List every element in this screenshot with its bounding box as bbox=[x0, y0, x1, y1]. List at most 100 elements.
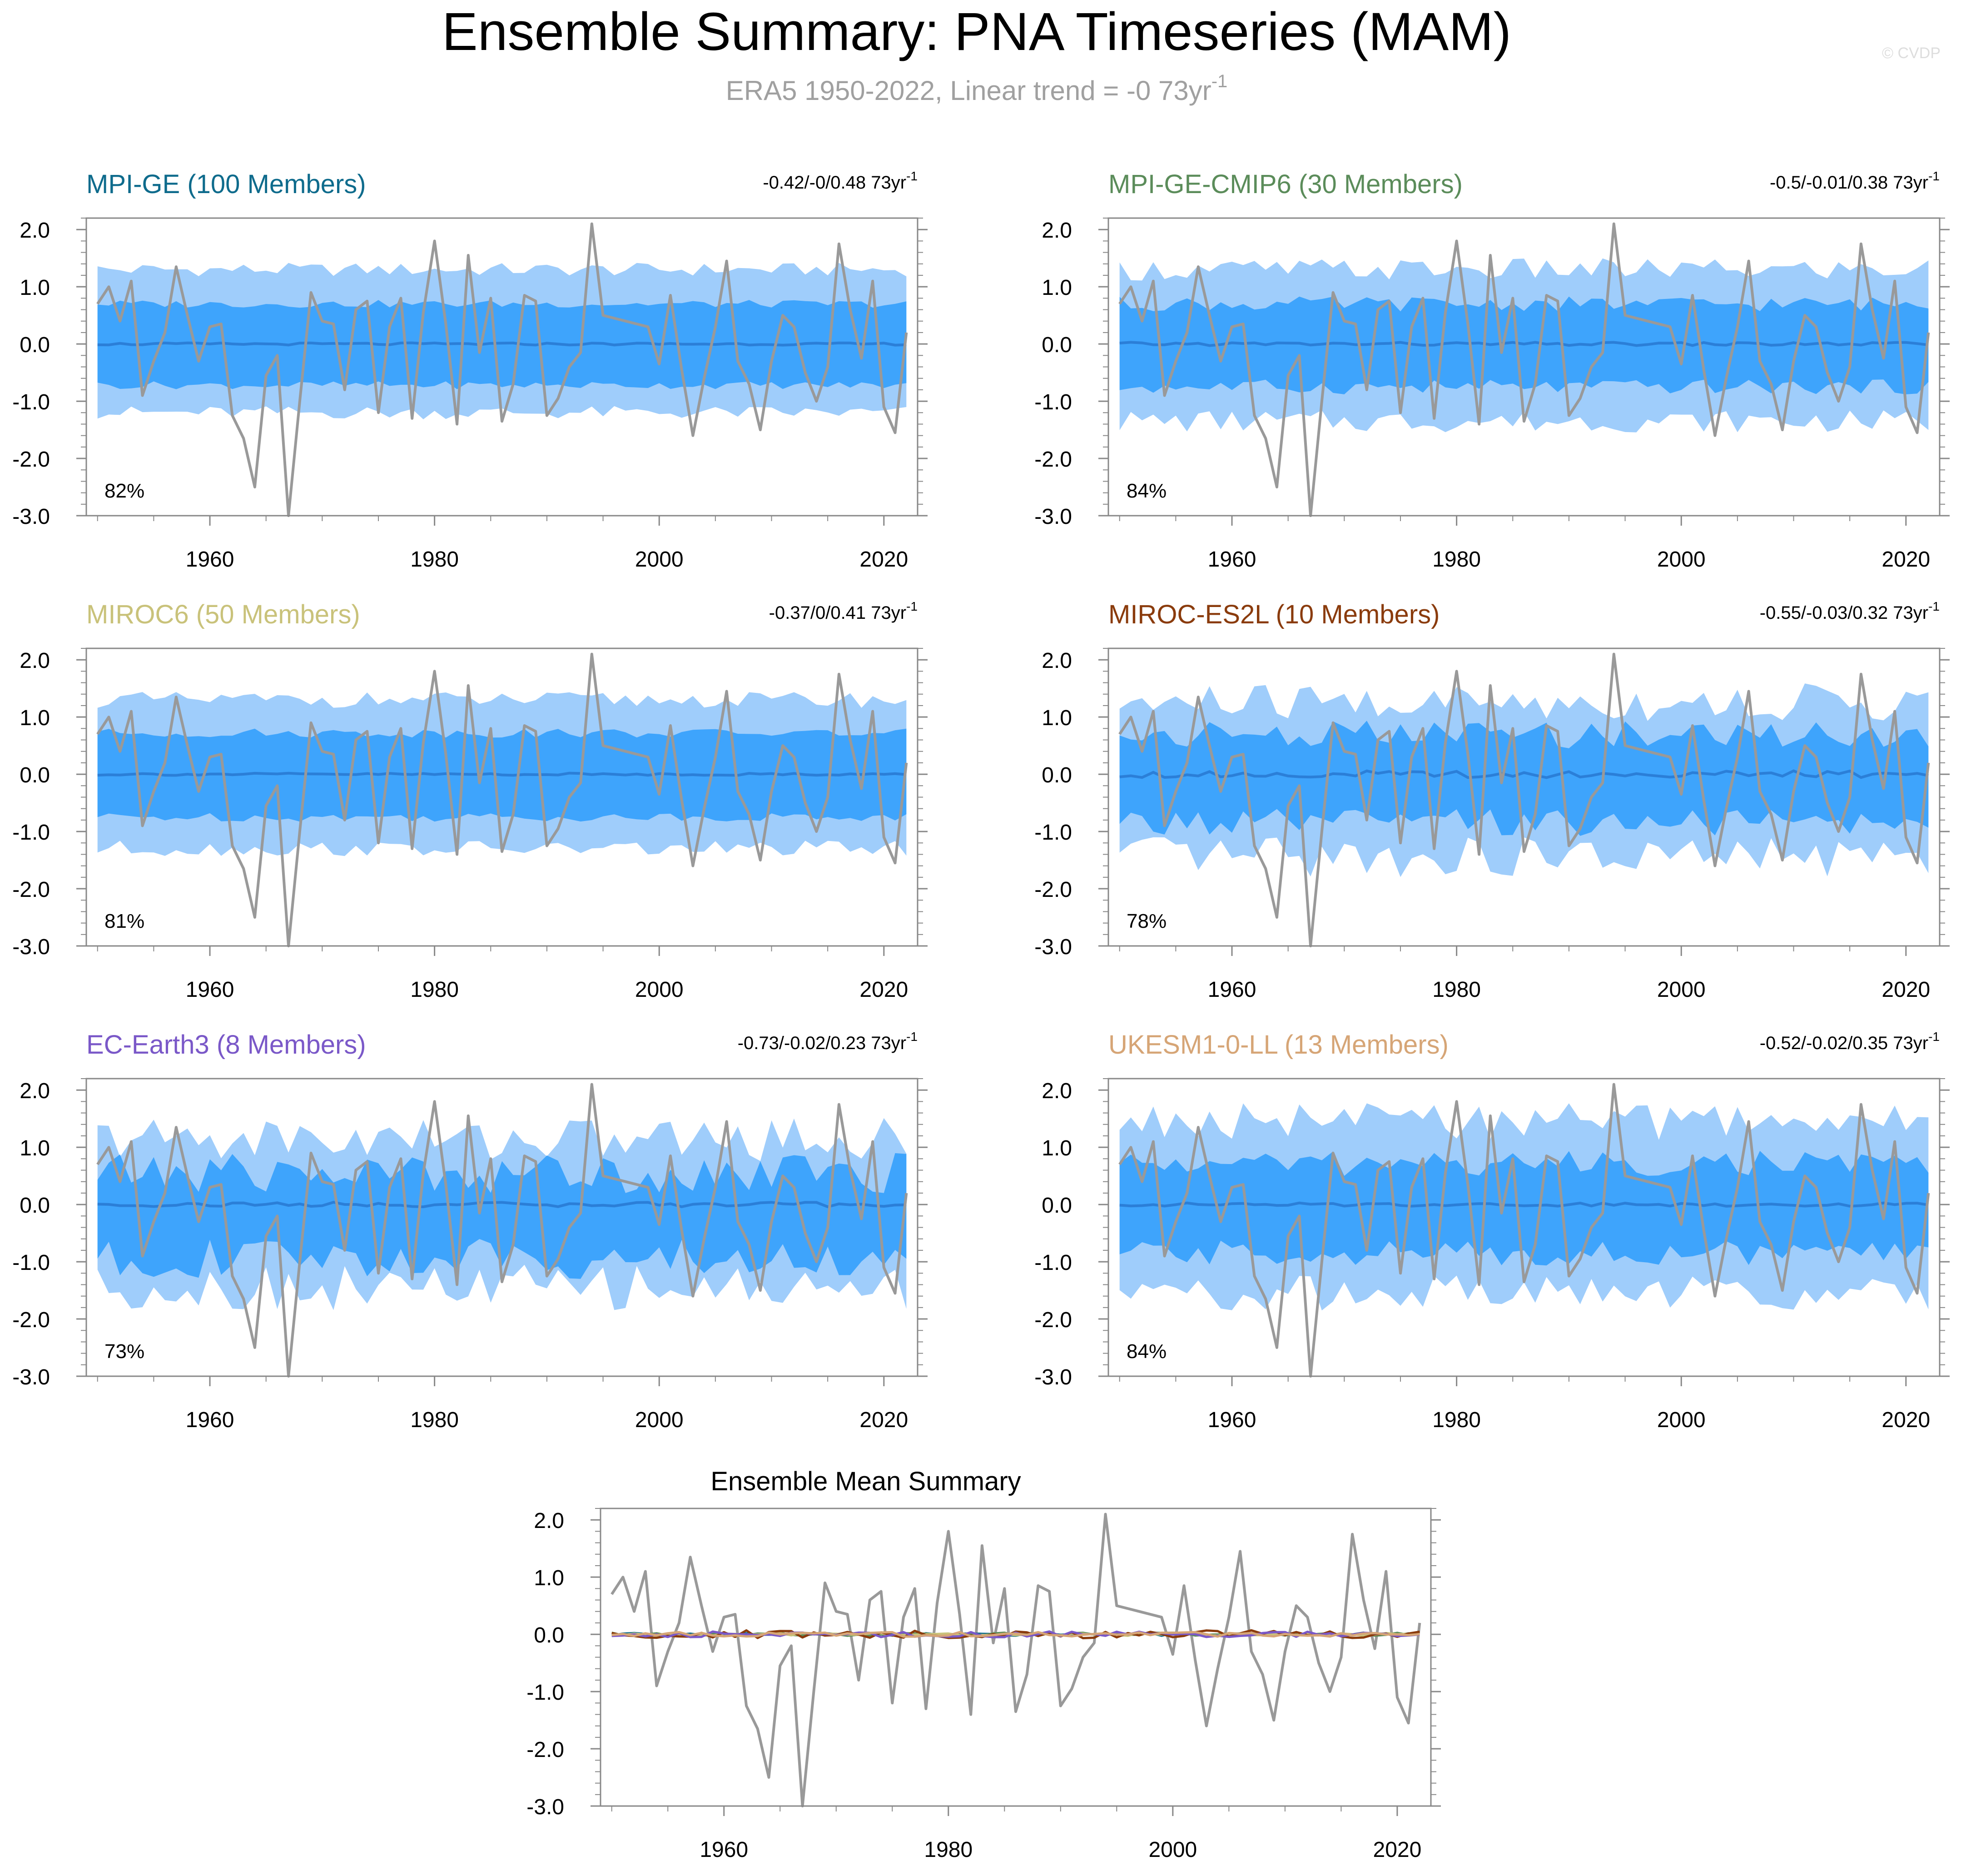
panel-title: MPI-GE (100 Members) bbox=[86, 169, 366, 199]
percent-label: 84% bbox=[1127, 480, 1167, 502]
trend-label-superscript: -1 bbox=[1928, 599, 1940, 613]
x-tick-label: 1960 bbox=[186, 978, 234, 1002]
y-tick-label: -3.0 bbox=[1034, 505, 1072, 529]
trend-label: -0.55/-0.03/0.32 73yr-1 bbox=[1760, 599, 1940, 623]
chart-panel-3: MIROC6 (50 Members) -0.37/0/0.41 73yr-1 81… bbox=[12, 599, 928, 1002]
x-tick-label: 2020 bbox=[1882, 978, 1930, 1002]
figure-subtitle: ERA5 1950-2022, Linear trend = -0 73yr-1 bbox=[726, 71, 1228, 106]
x-tick-label: 2000 bbox=[635, 547, 684, 572]
x-tick-label: 1980 bbox=[924, 1838, 973, 1862]
figure-title: Ensemble Summary: PNA Timeseries (MAM) bbox=[442, 2, 1511, 62]
chart-panel-1: MPI-GE (100 Members) -0.42/-0/0.48 73yr-1… bbox=[12, 169, 928, 572]
chart-panel-2: MPI-GE-CMIP6 (30 Members) -0.5/-0.01/0.38… bbox=[1034, 169, 1950, 572]
x-tick-label: 1980 bbox=[410, 1408, 459, 1432]
trend-label: -0.52/-0.02/0.35 73yr-1 bbox=[1760, 1030, 1940, 1053]
y-tick-label: -2.0 bbox=[1034, 1308, 1072, 1332]
y-tick-label: -1.0 bbox=[12, 821, 50, 845]
y-tick-label: 0.0 bbox=[1042, 333, 1072, 357]
inner-spread-band bbox=[97, 1153, 907, 1279]
percent-label: 84% bbox=[1127, 1340, 1167, 1363]
trend-label-superscript: -1 bbox=[906, 1030, 918, 1044]
y-tick-label: 2.0 bbox=[1042, 1079, 1072, 1103]
x-tick-label: 2020 bbox=[859, 978, 908, 1002]
y-tick-label: 1.0 bbox=[20, 276, 50, 300]
y-tick-label: -2.0 bbox=[526, 1738, 564, 1762]
y-tick-label: 2.0 bbox=[20, 1079, 50, 1103]
trend-label: -0.73/-0.02/0.23 73yr-1 bbox=[738, 1030, 918, 1053]
panel-title: MIROC-ES2L (10 Members) bbox=[1108, 600, 1440, 629]
era5-observed-line bbox=[96, 1083, 908, 1378]
inner-spread-band bbox=[97, 300, 907, 389]
x-tick-label: 1960 bbox=[700, 1838, 748, 1862]
y-tick-label: 2.0 bbox=[20, 219, 50, 243]
trend-label-text: -0.55/-0.03/0.32 73yr bbox=[1760, 603, 1928, 623]
trend-label: -0.37/0/0.41 73yr-1 bbox=[769, 599, 918, 623]
y-tick-label: -2.0 bbox=[12, 1308, 50, 1332]
series-line-ukesm1-0-ll bbox=[611, 1631, 1420, 1638]
x-tick-label: 1960 bbox=[186, 1408, 234, 1432]
x-tick-label: 2000 bbox=[1657, 547, 1706, 572]
y-tick-label: 1.0 bbox=[1042, 1136, 1072, 1160]
y-tick-label: 2.0 bbox=[20, 649, 50, 673]
era5-observed-line bbox=[96, 222, 908, 517]
trend-label-superscript: -1 bbox=[906, 169, 918, 183]
y-tick-label: 0.0 bbox=[534, 1623, 564, 1647]
percent-label: 78% bbox=[1127, 910, 1167, 932]
era5-observed-line bbox=[1118, 222, 1930, 517]
y-tick-label: 1.0 bbox=[20, 706, 50, 730]
trend-label: -0.5/-0.01/0.38 73yr-1 bbox=[1770, 169, 1940, 193]
era5-observed-line bbox=[1118, 652, 1930, 947]
y-tick-label: -2.0 bbox=[12, 878, 50, 902]
x-tick-label: 2020 bbox=[1373, 1838, 1422, 1862]
figure-subtitle-text: ERA5 1950-2022, Linear trend = -0 73yr bbox=[726, 75, 1211, 106]
panels: MPI-GE (100 Members) -0.42/-0/0.48 73yr-1… bbox=[12, 169, 1950, 1862]
y-tick-label: -3.0 bbox=[12, 505, 50, 529]
y-tick-label: 1.0 bbox=[1042, 276, 1072, 300]
ensemble-mean-line bbox=[1119, 1201, 1929, 1208]
trend-label: -0.42/-0/0.48 73yr-1 bbox=[763, 169, 918, 193]
x-tick-label: 2000 bbox=[1148, 1838, 1197, 1862]
y-tick-label: -1.0 bbox=[1034, 1251, 1072, 1275]
y-tick-label: 1.0 bbox=[20, 1136, 50, 1160]
chart-panel-6: UKESM1-0-LL (13 Members) -0.52/-0.02/0.35… bbox=[1034, 1030, 1950, 1432]
y-tick-label: -2.0 bbox=[1034, 448, 1072, 472]
panel-title: MIROC6 (50 Members) bbox=[86, 600, 360, 629]
plot-frame bbox=[600, 1508, 1432, 1807]
trend-label-text: -0.5/-0.01/0.38 73yr bbox=[1770, 173, 1928, 193]
x-tick-label: 2000 bbox=[1657, 1408, 1706, 1432]
trend-label-text: -0.73/-0.02/0.23 73yr bbox=[738, 1033, 906, 1053]
y-tick-label: -3.0 bbox=[1034, 935, 1072, 959]
y-tick-label: -1.0 bbox=[526, 1681, 564, 1705]
panel-title: EC-Earth3 (8 Members) bbox=[86, 1030, 366, 1060]
y-tick-label: 0.0 bbox=[20, 1194, 50, 1218]
trend-label-text: -0.37/0/0.41 73yr bbox=[769, 603, 906, 623]
x-tick-label: 2000 bbox=[635, 1408, 684, 1432]
ensemble-mean-line bbox=[97, 771, 907, 777]
era5-observed-line bbox=[96, 652, 908, 947]
percent-label: 73% bbox=[104, 1340, 144, 1363]
series-line-era5 bbox=[611, 1513, 1421, 1807]
x-tick-label: 1980 bbox=[410, 978, 459, 1002]
x-tick-label: 2000 bbox=[635, 978, 684, 1002]
inner-spread-band bbox=[1119, 296, 1929, 394]
y-tick-label: -1.0 bbox=[1034, 390, 1072, 414]
trend-label-text: -0.42/-0/0.48 73yr bbox=[763, 173, 906, 193]
y-tick-label: -3.0 bbox=[1034, 1365, 1072, 1389]
y-tick-label: 2.0 bbox=[1042, 649, 1072, 673]
y-tick-label: -3.0 bbox=[12, 1365, 50, 1389]
y-tick-label: 0.0 bbox=[20, 763, 50, 787]
y-tick-label: 2.0 bbox=[534, 1509, 564, 1533]
y-tick-label: 1.0 bbox=[534, 1566, 564, 1590]
x-tick-label: 1980 bbox=[1432, 1408, 1481, 1432]
panel-title: MPI-GE-CMIP6 (30 Members) bbox=[1108, 169, 1463, 199]
percent-label: 81% bbox=[104, 910, 144, 932]
x-tick-label: 1980 bbox=[1432, 978, 1481, 1002]
y-tick-label: -2.0 bbox=[12, 448, 50, 472]
panel-title: UKESM1-0-LL (13 Members) bbox=[1108, 1030, 1449, 1060]
x-tick-label: 2000 bbox=[1657, 978, 1706, 1002]
ensemble-mean-line bbox=[97, 1201, 907, 1209]
y-tick-label: 0.0 bbox=[20, 333, 50, 357]
y-tick-label: -1.0 bbox=[1034, 821, 1072, 845]
figure-subtitle-superscript: -1 bbox=[1211, 71, 1228, 91]
y-tick-label: 2.0 bbox=[1042, 219, 1072, 243]
